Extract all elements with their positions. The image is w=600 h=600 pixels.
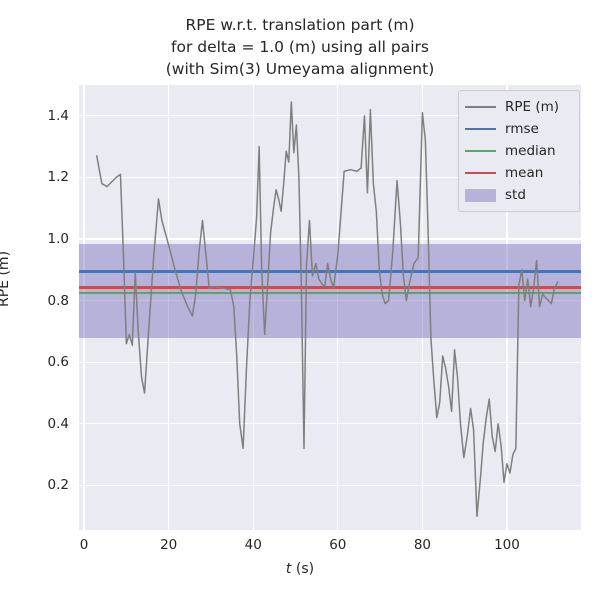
mean-line [79, 286, 581, 289]
legend-swatch-icon [465, 188, 496, 202]
legend-swatch-icon [465, 105, 496, 109]
gridline-vertical [337, 85, 339, 530]
chart-title: RPE w.r.t. translation part (m) for delt… [165, 16, 435, 78]
legend-box[interactable]: RPE (m) rmse median mean std [458, 90, 580, 212]
legend-item-label: mean [505, 165, 544, 181]
legend-swatch-icon [465, 127, 496, 131]
legend-item-rmse[interactable]: rmse [459, 118, 579, 140]
legend-item-label: std [505, 187, 526, 203]
x-tick-label: 0 [79, 537, 89, 553]
x-tick-label: 20 [160, 537, 178, 553]
gridline-horizontal [79, 176, 581, 179]
y-axis-label: RPE (m) [0, 250, 12, 307]
legend-item-std[interactable]: std [459, 184, 579, 206]
legend-item-label: median [505, 143, 556, 159]
y-tick-label: 1.0 [47, 230, 69, 247]
gridline-vertical [421, 85, 424, 530]
x-tick-label: 80 [413, 537, 431, 553]
x-axis-label: t (s) [285, 561, 315, 577]
gridline-horizontal [79, 361, 581, 363]
gridline-horizontal [79, 484, 581, 486]
median-line [79, 291, 581, 295]
x-tick-label: 40 [244, 537, 262, 553]
gridline-vertical [506, 85, 508, 530]
y-tick-label: 0.4 [47, 415, 69, 432]
gridline-horizontal [79, 115, 581, 117]
gridline-horizontal [79, 238, 581, 240]
x-tick-label: 60 [329, 537, 347, 553]
y-tick-label: 1.4 [47, 107, 69, 124]
y-tick-label: 0.8 [47, 292, 69, 309]
legend-item-mean[interactable]: mean [459, 162, 579, 184]
legend-item-rpem[interactable]: RPE (m) [459, 96, 579, 118]
y-tick-label: 0.2 [47, 477, 69, 494]
y-tick-label: 0.6 [47, 354, 69, 371]
rmse-line [79, 270, 581, 273]
gridline-vertical [252, 85, 254, 530]
gridline-horizontal [79, 423, 581, 425]
legend-swatch-icon [465, 149, 496, 153]
legend-item-label: RPE (m) [505, 99, 560, 115]
gridline-vertical [83, 85, 85, 530]
legend-item-median[interactable]: median [459, 140, 579, 162]
x-tick-label: 100 [494, 537, 520, 553]
gridline-vertical [168, 85, 170, 530]
legend-swatch-icon [465, 171, 496, 175]
legend-item-label: rmse [505, 121, 539, 137]
y-tick-label: 1.2 [47, 169, 69, 186]
rpe-series-curve [96, 101, 559, 517]
gridline-horizontal [79, 299, 581, 302]
std-band [79, 244, 581, 339]
